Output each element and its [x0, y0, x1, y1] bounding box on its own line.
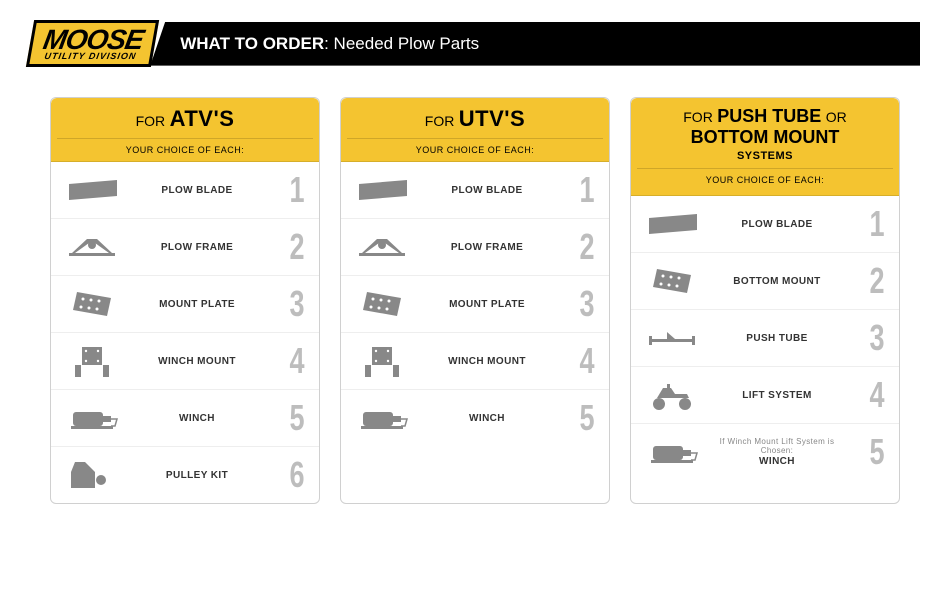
pulley-kit-icon	[63, 455, 123, 495]
item-number: 3	[271, 286, 307, 322]
header-bar: MOOSE UTILITY DIVISION WHAT TO ORDER: Ne…	[30, 20, 920, 67]
title-bar: WHAT TO ORDER: Needed Plow Parts	[150, 22, 920, 66]
item-label: PUSH TUBE	[711, 333, 843, 344]
item-number: 3	[851, 320, 887, 356]
item-label: BOTTOM MOUNT	[711, 276, 843, 287]
item-note: If Winch Mount Lift System is Chosen:	[711, 437, 843, 455]
item-label: PLOW BLADE	[711, 219, 843, 230]
row-plow-frame: PLOW FRAME 2	[51, 219, 319, 276]
choice-label: YOUR CHOICE OF EACH:	[57, 138, 313, 155]
item-number: 5	[851, 434, 887, 470]
title-light: : Needed Plow Parts	[324, 34, 479, 53]
plow-blade-icon	[353, 170, 413, 210]
item-label: PLOW BLADE	[421, 185, 553, 196]
for-label: FOR	[136, 113, 166, 129]
row-push-tube: PUSH TUBE 3	[631, 310, 899, 367]
systems-label: SYSTEMS	[637, 150, 893, 162]
type-label-b: BOTTOM MOUNT	[691, 127, 840, 147]
for-label: FOR	[425, 113, 455, 129]
item-label: PULLEY KIT	[131, 470, 263, 481]
logo-sub: UTILITY DIVISION	[44, 52, 137, 60]
item-number: 4	[851, 377, 887, 413]
item-number: 2	[271, 229, 307, 265]
card-pushtube: FOR PUSH TUBE OR BOTTOM MOUNT SYSTEMS YO…	[630, 97, 900, 504]
choice-label: YOUR CHOICE OF EACH:	[347, 138, 603, 155]
item-number: 6	[271, 457, 307, 493]
item-label: WINCH	[421, 413, 553, 424]
row-plow-blade: PLOW BLADE 1	[51, 162, 319, 219]
item-number: 2	[561, 229, 597, 265]
item-number: 5	[561, 400, 597, 436]
card-header: FOR UTV'S YOUR CHOICE OF EACH:	[341, 98, 609, 162]
plow-frame-icon	[63, 227, 123, 267]
row-bottom-mount: BOTTOM MOUNT 2	[631, 253, 899, 310]
plow-frame-icon	[353, 227, 413, 267]
item-number: 3	[561, 286, 597, 322]
item-label: PLOW FRAME	[131, 242, 263, 253]
winch-icon	[63, 398, 123, 438]
mount-plate-icon	[63, 284, 123, 324]
item-number: 1	[561, 172, 597, 208]
item-label: If Winch Mount Lift System is Chosen: WI…	[711, 437, 843, 467]
row-winch-mount: WINCH MOUNT 4	[51, 333, 319, 390]
card-atv: FOR ATV'S YOUR CHOICE OF EACH: PLOW BLAD…	[50, 97, 320, 504]
or-label: OR	[826, 109, 847, 125]
item-number: 4	[271, 343, 307, 379]
row-mount-plate: MOUNT PLATE 3	[51, 276, 319, 333]
row-plow-blade: PLOW BLADE 1	[341, 162, 609, 219]
plow-blade-icon	[63, 170, 123, 210]
card-header: FOR ATV'S YOUR CHOICE OF EACH:	[51, 98, 319, 162]
logo-main: MOOSE	[41, 27, 145, 52]
row-winch-mount: WINCH MOUNT 4	[341, 333, 609, 390]
row-mount-plate: MOUNT PLATE 3	[341, 276, 609, 333]
row-plow-blade: PLOW BLADE 1	[631, 196, 899, 253]
item-number: 5	[271, 400, 307, 436]
row-plow-frame: PLOW FRAME 2	[341, 219, 609, 276]
choice-label: YOUR CHOICE OF EACH:	[637, 168, 893, 185]
item-label: WINCH	[131, 413, 263, 424]
winch-mount-icon	[63, 341, 123, 381]
moose-logo: MOOSE UTILITY DIVISION	[26, 20, 160, 67]
bottom-mount-icon	[643, 261, 703, 301]
item-label: WINCH MOUNT	[131, 356, 263, 367]
mount-plate-icon	[353, 284, 413, 324]
row-lift-system: LIFT SYSTEM 4	[631, 367, 899, 424]
card-utv: FOR UTV'S YOUR CHOICE OF EACH: PLOW BLAD…	[340, 97, 610, 504]
winch-icon	[353, 398, 413, 438]
type-label: ATV'S	[170, 106, 235, 131]
cards-container: FOR ATV'S YOUR CHOICE OF EACH: PLOW BLAD…	[30, 97, 920, 504]
row-winch: WINCH 5	[341, 390, 609, 446]
winch-icon	[643, 432, 703, 472]
item-label: MOUNT PLATE	[131, 299, 263, 310]
item-number: 1	[851, 206, 887, 242]
row-winch: If Winch Mount Lift System is Chosen: WI…	[631, 424, 899, 480]
for-label: FOR	[683, 109, 713, 125]
type-label-a: PUSH TUBE	[717, 106, 821, 126]
item-number: 2	[851, 263, 887, 299]
card-header: FOR PUSH TUBE OR BOTTOM MOUNT SYSTEMS YO…	[631, 98, 899, 196]
title-bold: WHAT TO ORDER	[180, 34, 324, 53]
lift-system-icon	[643, 375, 703, 415]
type-label: UTV'S	[459, 106, 525, 131]
item-number: 4	[561, 343, 597, 379]
item-label: LIFT SYSTEM	[711, 390, 843, 401]
item-label: PLOW BLADE	[131, 185, 263, 196]
row-pulley-kit: PULLEY KIT 6	[51, 447, 319, 503]
item-number: 1	[271, 172, 307, 208]
plow-blade-icon	[643, 204, 703, 244]
row-winch: WINCH 5	[51, 390, 319, 447]
item-label: WINCH MOUNT	[421, 356, 553, 367]
item-label: MOUNT PLATE	[421, 299, 553, 310]
winch-mount-icon	[353, 341, 413, 381]
push-tube-icon	[643, 318, 703, 358]
item-label: PLOW FRAME	[421, 242, 553, 253]
